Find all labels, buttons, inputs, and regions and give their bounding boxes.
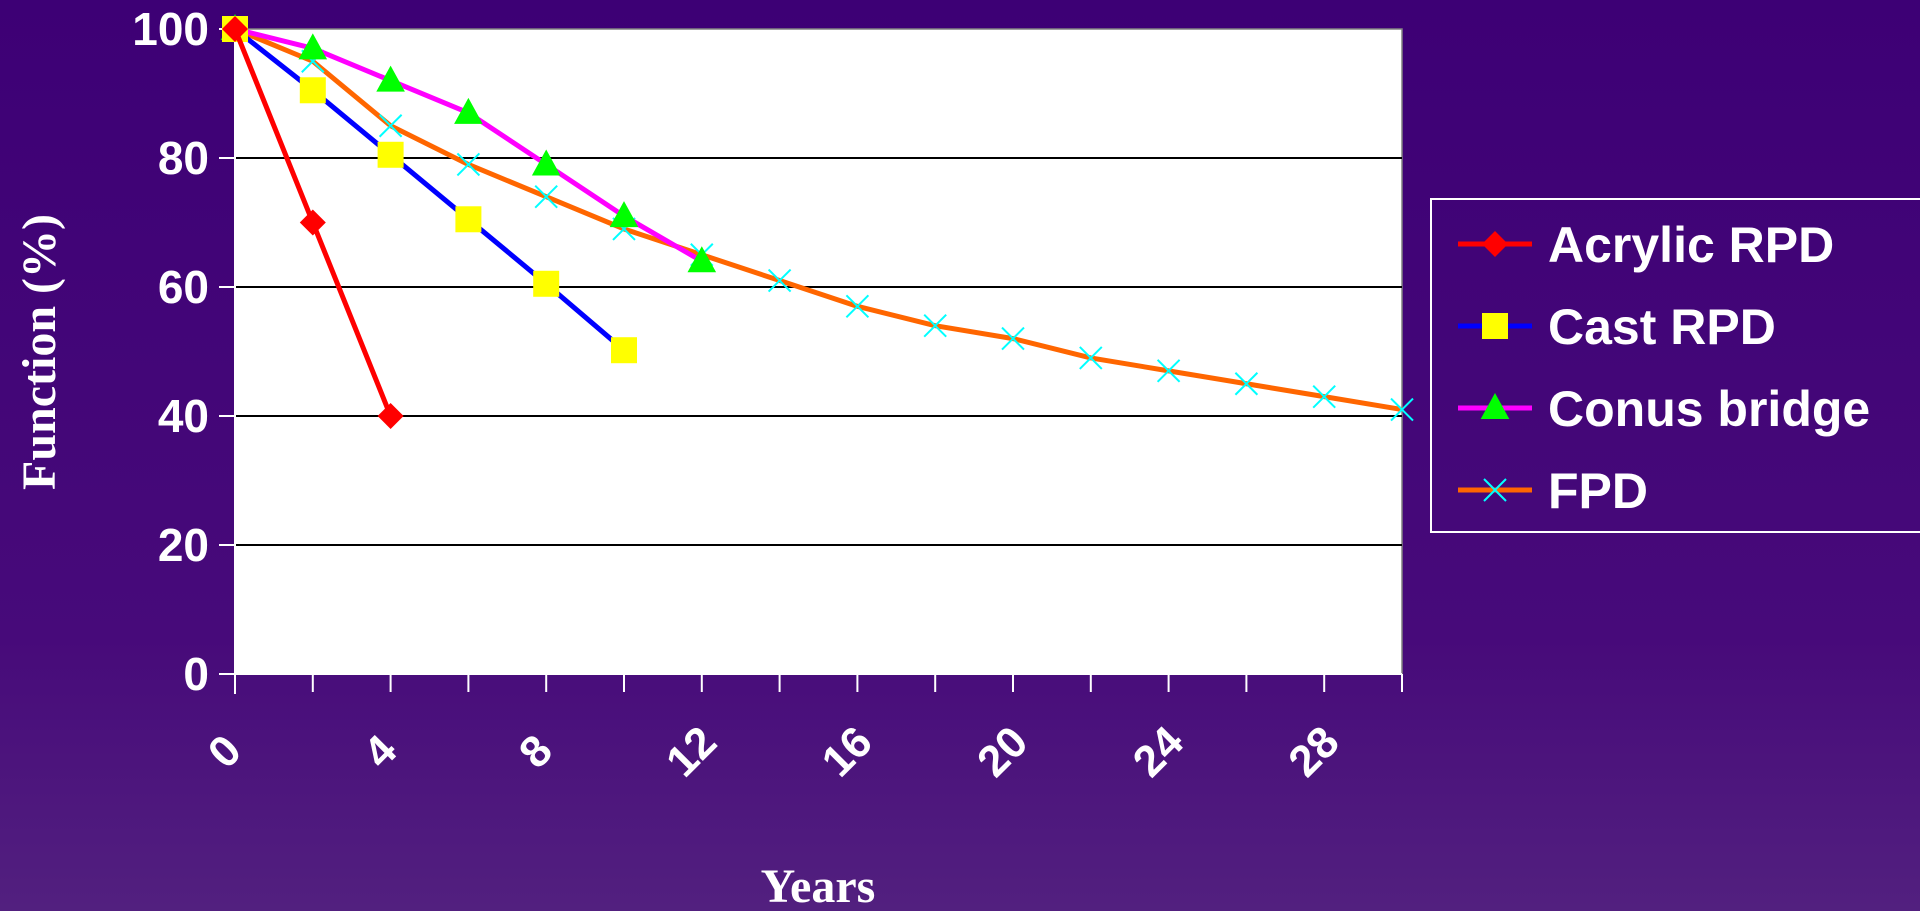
data-point — [454, 97, 483, 124]
data-point — [298, 33, 328, 60]
legend-marker — [1483, 478, 1507, 502]
data-point — [378, 114, 403, 138]
series-group — [220, 14, 1414, 429]
y-axis-title: Function (%) — [13, 214, 66, 490]
legend-marker — [1480, 393, 1510, 420]
data-point — [687, 246, 717, 273]
legend-box — [1430, 198, 1920, 533]
y-tick-label: 40 — [158, 390, 209, 442]
data-point — [299, 209, 326, 236]
legend-marker — [1482, 231, 1508, 257]
data-point — [534, 184, 558, 209]
x-tick-label: 20 — [968, 717, 1037, 786]
data-point — [531, 149, 561, 176]
data-point — [376, 65, 405, 92]
x-tick-label: 28 — [1279, 717, 1348, 786]
legend-item-cast-rpd: Cast RPD — [1458, 299, 1776, 355]
legend-item-fpd: FPD — [1458, 463, 1648, 519]
data-point — [1079, 346, 1103, 370]
y-tick-label: 0 — [183, 648, 209, 700]
data-point — [377, 141, 404, 168]
data-point — [1156, 359, 1181, 383]
series-conus-bridge — [220, 14, 717, 273]
data-point — [923, 313, 947, 338]
data-point — [1390, 397, 1414, 422]
y-tick-labels: 0 20 40 60 80 100 — [132, 3, 209, 700]
legend-item-conus-bridge: Conus bridge — [1458, 381, 1870, 437]
x-tick-label: 4 — [354, 725, 406, 777]
legend-label: Acrylic RPD — [1548, 217, 1834, 273]
data-point — [222, 16, 248, 42]
x-tick-label: 16 — [813, 717, 882, 786]
plot-area — [234, 28, 1403, 675]
series-acrylic-rpd — [222, 16, 404, 429]
plot-background — [234, 28, 1403, 675]
data-point — [299, 77, 326, 104]
y-tick-label: 80 — [158, 132, 209, 184]
x-tick-labels: 0 4 8 12 16 20 24 28 — [199, 717, 1349, 787]
x-tick-label: 24 — [1124, 717, 1194, 787]
data-point — [456, 152, 481, 177]
axes — [219, 28, 1403, 694]
x-tick-label: 12 — [657, 717, 726, 786]
legend-label: FPD — [1548, 463, 1648, 519]
data-point — [1234, 372, 1259, 396]
data-point — [533, 270, 560, 297]
data-point — [609, 201, 639, 228]
data-point — [1001, 326, 1025, 351]
x-tick-label: 0 — [199, 726, 251, 778]
data-point — [377, 403, 404, 429]
y-tick-label: 60 — [158, 261, 209, 313]
y-tick-label: 100 — [132, 3, 209, 55]
x-tick-label: 8 — [510, 726, 562, 778]
data-point — [455, 206, 482, 233]
x-axis-title: Years — [761, 860, 876, 911]
y-tick-label: 20 — [158, 519, 209, 571]
series-fpd — [223, 17, 1414, 422]
series-line — [234, 26, 1403, 413]
series-cast-rpd — [222, 16, 637, 364]
gridlines — [235, 157, 1402, 546]
data-point — [845, 294, 870, 319]
data-point — [767, 268, 792, 293]
legend-label: Conus bridge — [1548, 381, 1870, 437]
legend-marker — [1482, 313, 1508, 339]
data-point — [1312, 384, 1336, 409]
legend-label: Cast RPD — [1548, 299, 1776, 355]
data-point — [611, 337, 637, 364]
legend: Acrylic RPD Cast RPD Conus bridge FPD — [1430, 198, 1920, 533]
legend-item-acrylic-rpd: Acrylic RPD — [1458, 217, 1834, 273]
